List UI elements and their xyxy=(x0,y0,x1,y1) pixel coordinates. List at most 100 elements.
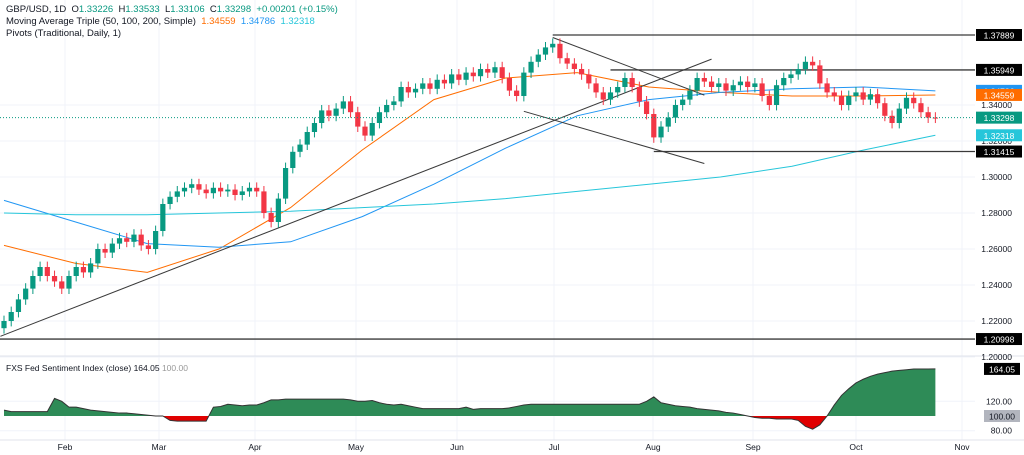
candle xyxy=(160,198,166,237)
candle xyxy=(629,72,635,93)
candle xyxy=(51,270,58,287)
time-axis-label: Oct xyxy=(849,442,863,452)
pivots-row[interactable]: Pivots (Traditional, Daily, 1) xyxy=(6,28,338,40)
price-axis-label: 1.26000 xyxy=(981,244,1012,254)
candle xyxy=(875,88,881,109)
candle-body xyxy=(875,94,881,104)
trendline xyxy=(552,37,705,96)
candle-body xyxy=(889,115,895,124)
candle-body xyxy=(153,231,159,250)
candle xyxy=(1,315,7,334)
candle xyxy=(145,240,151,255)
candle-body xyxy=(319,110,325,124)
candle-body xyxy=(759,83,765,97)
candle xyxy=(275,193,281,228)
candle-body xyxy=(282,168,289,199)
candle xyxy=(759,78,765,102)
candle xyxy=(196,178,202,196)
ma-row[interactable]: Moving Average Triple (50, 100, 200, Sim… xyxy=(6,16,338,28)
candle xyxy=(492,61,498,79)
sentiment-legend[interactable]: FXS Fed Sentiment Index (close) 164.05 1… xyxy=(6,363,188,373)
candle-body xyxy=(340,101,346,109)
symbol-label[interactable]: GBP/USD, 1D xyxy=(6,4,67,15)
candle-body xyxy=(918,103,924,113)
candle-body xyxy=(665,117,671,127)
sentiment-axis-label: 80.00 xyxy=(991,426,1013,436)
candle-body xyxy=(138,234,144,246)
high-value: 1.33533 xyxy=(125,4,160,15)
candle xyxy=(579,63,585,80)
candle-body xyxy=(730,85,736,91)
candle xyxy=(304,126,310,151)
candle xyxy=(716,78,722,93)
candle-body xyxy=(499,67,505,79)
candle xyxy=(384,99,390,118)
candle-body xyxy=(658,126,664,138)
ma50-value: 1.34559 xyxy=(201,16,236,27)
candle xyxy=(846,90,852,111)
candle xyxy=(44,261,50,282)
price-axis-label: 1.24000 xyxy=(981,280,1012,290)
candle xyxy=(514,85,520,102)
candle xyxy=(651,108,657,143)
pivot-price-tag: 1.31415 xyxy=(984,147,1015,157)
candle xyxy=(268,207,274,228)
candle xyxy=(369,117,375,142)
candle xyxy=(600,87,606,106)
candle xyxy=(860,87,866,106)
trendline xyxy=(0,58,712,337)
candle-body xyxy=(405,87,411,93)
candle-body xyxy=(737,81,744,86)
high-label: H xyxy=(118,4,126,15)
candle-body xyxy=(254,187,260,192)
candle-body xyxy=(434,79,440,89)
time-axis-label: Apr xyxy=(248,442,261,452)
candle xyxy=(254,182,260,197)
time-axis-label: May xyxy=(348,442,365,452)
candle-body xyxy=(701,78,707,82)
pivot-price-tag: 1.35949 xyxy=(984,65,1015,75)
candle xyxy=(918,97,924,118)
candle xyxy=(362,121,368,142)
candle-body xyxy=(860,92,866,100)
candle xyxy=(485,63,491,79)
candle-body xyxy=(672,105,679,118)
candle-body xyxy=(131,234,137,242)
candle-body xyxy=(781,78,787,86)
candle-body xyxy=(376,112,383,124)
candle xyxy=(535,49,541,68)
candle-body xyxy=(882,103,888,116)
candle xyxy=(911,92,917,109)
candle-body xyxy=(557,43,563,59)
sentiment-value: 164.05 xyxy=(133,363,160,373)
candle-body xyxy=(239,191,245,196)
candle-body xyxy=(802,61,809,70)
candle-body xyxy=(824,83,830,93)
candle-body xyxy=(708,81,715,88)
price-axis-label: 1.22000 xyxy=(981,316,1012,326)
candle xyxy=(261,186,267,219)
candle-body xyxy=(470,72,476,77)
candle-body xyxy=(95,249,101,264)
candle-body xyxy=(766,96,772,106)
baseline-tag-bg xyxy=(984,410,1020,422)
candle xyxy=(463,67,469,86)
candle xyxy=(189,178,195,194)
candle xyxy=(745,76,751,93)
candle-body xyxy=(694,78,700,91)
time-axis-label: Feb xyxy=(58,442,73,452)
candle-body xyxy=(911,97,917,104)
candle xyxy=(477,63,484,82)
candle-body xyxy=(550,43,556,48)
candle-body xyxy=(398,87,404,102)
candle xyxy=(932,112,938,124)
candle-body xyxy=(723,83,729,91)
candle xyxy=(665,112,671,133)
candle xyxy=(153,225,159,255)
price-tag: 1.34559 xyxy=(984,90,1015,100)
candle-body xyxy=(326,110,332,116)
candle-body xyxy=(246,187,253,192)
candle-body xyxy=(521,72,527,97)
candle-body xyxy=(1,321,7,329)
